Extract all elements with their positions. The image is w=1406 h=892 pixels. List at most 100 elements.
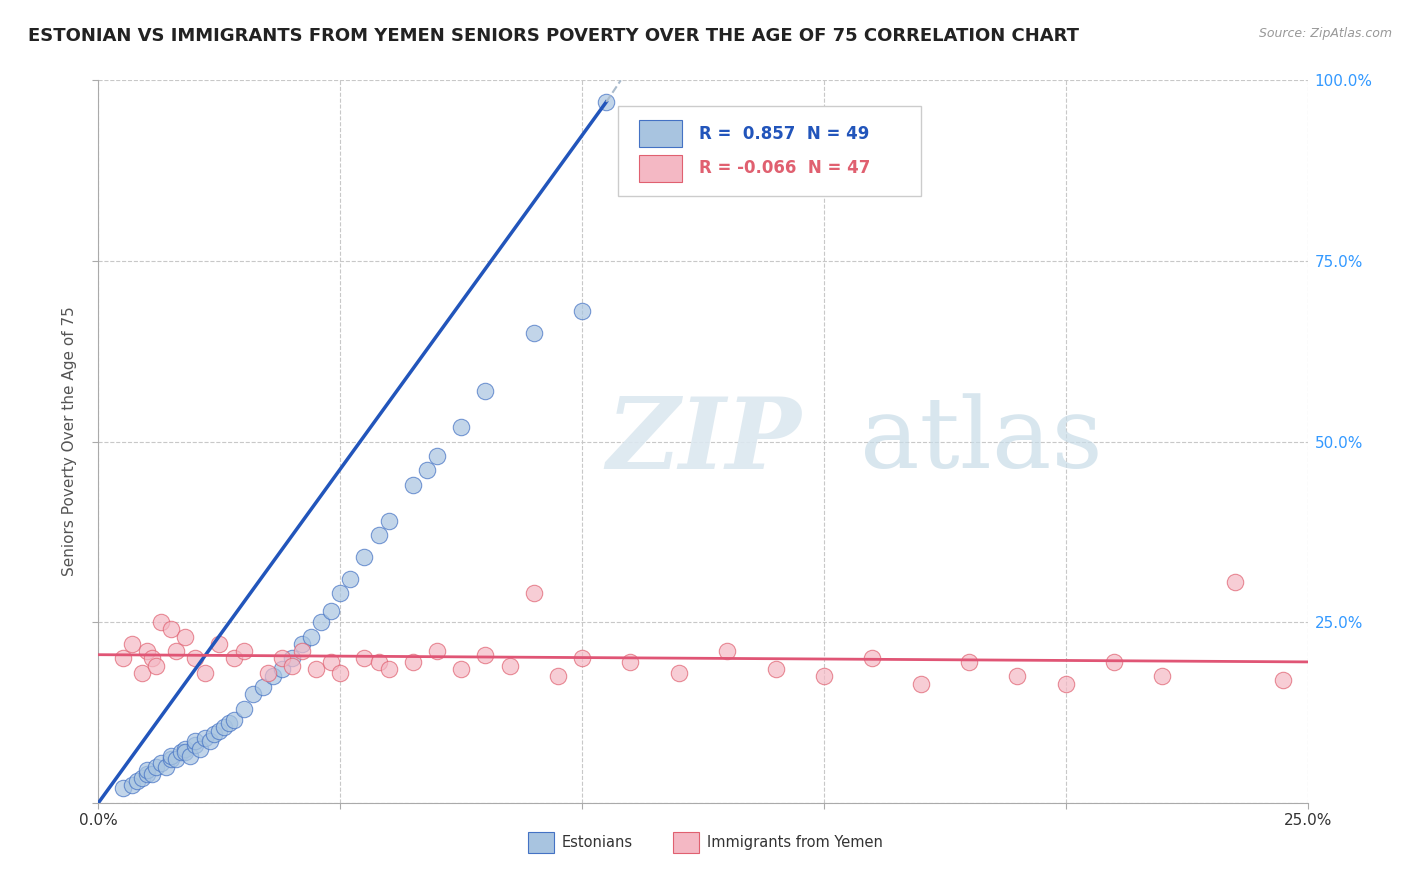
- Point: [619, 655, 641, 669]
- Point: [232, 644, 254, 658]
- Point: [135, 764, 157, 778]
- Point: [141, 651, 163, 665]
- Point: [131, 771, 153, 785]
- Point: [232, 702, 254, 716]
- Point: [150, 756, 173, 770]
- Point: [184, 734, 207, 748]
- Text: Source: ZipAtlas.com: Source: ZipAtlas.com: [1258, 27, 1392, 40]
- Point: [141, 767, 163, 781]
- Point: [329, 665, 352, 680]
- Point: [145, 760, 167, 774]
- Text: R = -0.066  N = 47: R = -0.066 N = 47: [699, 160, 870, 178]
- Point: [353, 651, 375, 665]
- Point: [402, 655, 425, 669]
- Point: [208, 723, 231, 738]
- Y-axis label: Seniors Poverty Over the Age of 75: Seniors Poverty Over the Age of 75: [62, 307, 77, 576]
- Text: R =  0.857  N = 49: R = 0.857 N = 49: [699, 125, 870, 143]
- Point: [165, 644, 187, 658]
- Point: [474, 648, 496, 662]
- Point: [212, 720, 235, 734]
- Point: [252, 680, 274, 694]
- Point: [174, 630, 197, 644]
- Point: [910, 676, 932, 690]
- Point: [1007, 669, 1029, 683]
- Point: [198, 734, 221, 748]
- Point: [222, 651, 245, 665]
- Point: [309, 615, 332, 630]
- Point: [523, 326, 546, 340]
- Point: [957, 655, 980, 669]
- Point: [329, 586, 352, 600]
- Point: [208, 637, 231, 651]
- FancyBboxPatch shape: [619, 105, 921, 196]
- Point: [160, 752, 183, 766]
- Point: [290, 644, 312, 658]
- Bar: [527, 831, 554, 854]
- Point: [319, 655, 342, 669]
- Point: [262, 669, 284, 683]
- Point: [179, 748, 201, 763]
- Point: [416, 463, 439, 477]
- Point: [188, 741, 211, 756]
- Point: [368, 528, 391, 542]
- Point: [184, 651, 207, 665]
- Point: [111, 651, 134, 665]
- Point: [145, 658, 167, 673]
- Point: [121, 778, 143, 792]
- Text: ESTONIAN VS IMMIGRANTS FROM YEMEN SENIORS POVERTY OVER THE AGE OF 75 CORRELATION: ESTONIAN VS IMMIGRANTS FROM YEMEN SENIOR…: [28, 27, 1080, 45]
- Point: [668, 665, 690, 680]
- Point: [169, 745, 191, 759]
- Point: [194, 731, 217, 745]
- Point: [271, 662, 294, 676]
- Point: [160, 623, 183, 637]
- Point: [474, 384, 496, 398]
- Point: [450, 420, 472, 434]
- Point: [127, 774, 149, 789]
- Point: [1272, 673, 1295, 687]
- Point: [547, 669, 569, 683]
- Point: [813, 669, 835, 683]
- Point: [339, 572, 361, 586]
- Point: [135, 767, 157, 781]
- Point: [377, 514, 399, 528]
- Point: [319, 604, 342, 618]
- Point: [402, 478, 425, 492]
- Point: [218, 716, 240, 731]
- Point: [111, 781, 134, 796]
- Point: [716, 644, 738, 658]
- Point: [165, 752, 187, 766]
- Point: [150, 615, 173, 630]
- Point: [368, 655, 391, 669]
- Point: [498, 658, 520, 673]
- Point: [271, 651, 294, 665]
- Point: [290, 637, 312, 651]
- Point: [155, 760, 177, 774]
- Point: [194, 665, 217, 680]
- Point: [595, 95, 617, 109]
- Point: [160, 748, 183, 763]
- Point: [184, 738, 207, 752]
- Point: [1054, 676, 1077, 690]
- Point: [299, 630, 322, 644]
- Point: [426, 449, 449, 463]
- Point: [571, 651, 593, 665]
- Point: [523, 586, 546, 600]
- Bar: [638, 120, 682, 147]
- Point: [450, 662, 472, 676]
- Point: [222, 713, 245, 727]
- Point: [377, 662, 399, 676]
- Point: [174, 741, 197, 756]
- Point: [242, 687, 264, 701]
- Point: [135, 644, 157, 658]
- Text: Estonians: Estonians: [561, 835, 633, 850]
- Text: atlas: atlas: [606, 393, 1104, 490]
- Bar: [638, 154, 682, 182]
- Point: [1102, 655, 1125, 669]
- Text: ZIP: ZIP: [606, 393, 801, 490]
- Point: [131, 665, 153, 680]
- Bar: [672, 831, 699, 854]
- Point: [353, 550, 375, 565]
- Point: [1223, 575, 1246, 590]
- Point: [121, 637, 143, 651]
- Point: [860, 651, 883, 665]
